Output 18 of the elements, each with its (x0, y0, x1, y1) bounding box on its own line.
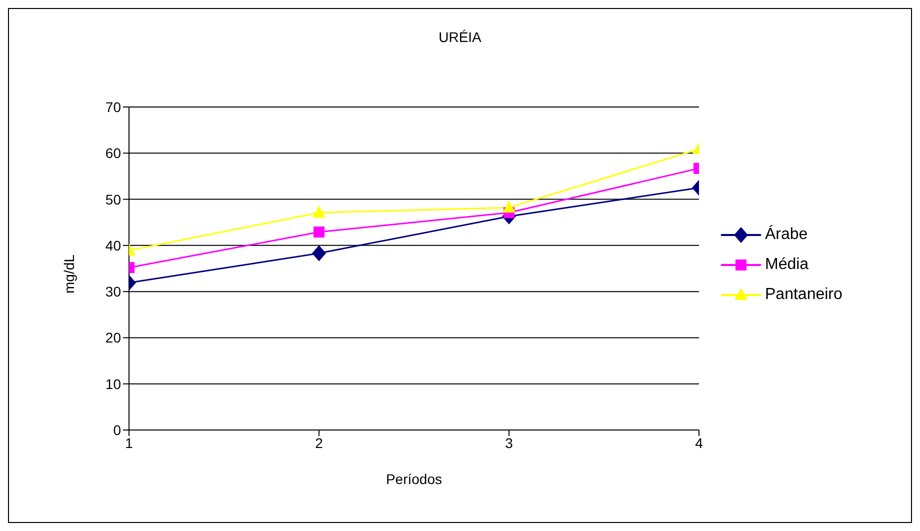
y-tick-label: 0 (113, 422, 122, 438)
x-tick-label: 2 (315, 434, 324, 451)
chart-title: URÉIA (438, 29, 482, 45)
y-tick-label: 50 (105, 191, 122, 208)
y-tick-label: 60 (105, 145, 122, 162)
y-tick-label: 30 (105, 284, 122, 300)
legend-label: Pantaneiro (765, 286, 842, 304)
y-tick-label: 20 (105, 330, 122, 346)
y-tick-label: 70 (105, 98, 122, 115)
legend-label: Árabe (765, 226, 808, 244)
x-tick-label: 1 (125, 434, 134, 451)
x-tick-label: 3 (505, 434, 514, 451)
x-axis-title: Períodos (386, 471, 442, 487)
y-tick-label: 10 (105, 376, 122, 392)
y-axis-title: mg/dL (60, 254, 77, 294)
x-tick-label: 4 (695, 434, 704, 451)
y-tick-label: 40 (105, 237, 122, 254)
legend-label: Média (765, 256, 809, 274)
